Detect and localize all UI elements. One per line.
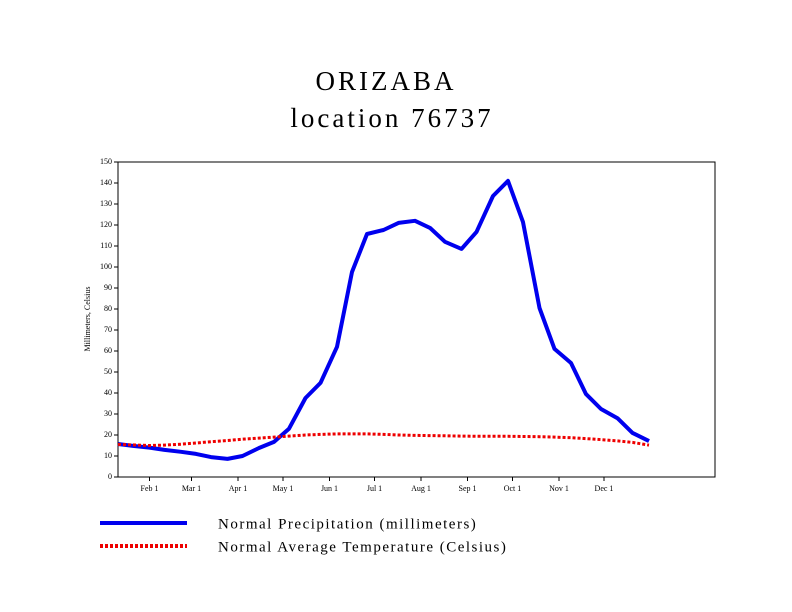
y-tick-label: 50 (104, 367, 112, 376)
y-tick-label: 60 (104, 346, 112, 355)
y-tick-label: 100 (100, 262, 112, 271)
x-tick-label: Mar 1 (182, 484, 201, 493)
y-tick-label: 120 (100, 220, 112, 229)
x-tick-label: Apr 1 (229, 484, 247, 493)
y-tick-label: 140 (100, 178, 112, 187)
line-series (117, 432, 650, 447)
chart-title: ORIZABA (316, 66, 457, 96)
legend-label: Normal Average Temperature (Celsius) (218, 539, 507, 555)
x-tick-label: Nov 1 (549, 484, 569, 493)
x-tick-label: May 1 (273, 484, 294, 493)
y-tick-label: 80 (104, 304, 112, 313)
x-tick-label: Sep 1 (459, 484, 477, 493)
y-tick-label: 40 (104, 388, 112, 397)
line-series (117, 178, 650, 461)
y-tick-label: 150 (100, 157, 112, 166)
x-tick-label: Jun 1 (321, 484, 338, 493)
y-tick-label: 110 (100, 241, 112, 250)
x-tick-label: Aug 1 (411, 484, 431, 493)
y-tick-label: 10 (104, 451, 112, 460)
y-tick-label: 90 (104, 283, 112, 292)
y-tick-label: 30 (104, 409, 112, 418)
y-tick-label: 0 (108, 472, 112, 481)
y-tick-label: 70 (104, 325, 112, 334)
y-tick-label: 20 (104, 430, 112, 439)
x-tick-label: Jul 1 (367, 484, 382, 493)
plot-frame (117, 161, 716, 478)
y-axis-label: Millimeters, Celsius (83, 287, 92, 352)
y-tick-label: 130 (100, 199, 112, 208)
x-tick-label: Dec 1 (595, 484, 614, 493)
chart-subtitle: location 76737 (290, 103, 493, 133)
legend-label: Normal Precipitation (millimeters) (218, 516, 477, 532)
x-tick-label: Feb 1 (141, 484, 159, 493)
x-tick-label: Oct 1 (504, 484, 522, 493)
